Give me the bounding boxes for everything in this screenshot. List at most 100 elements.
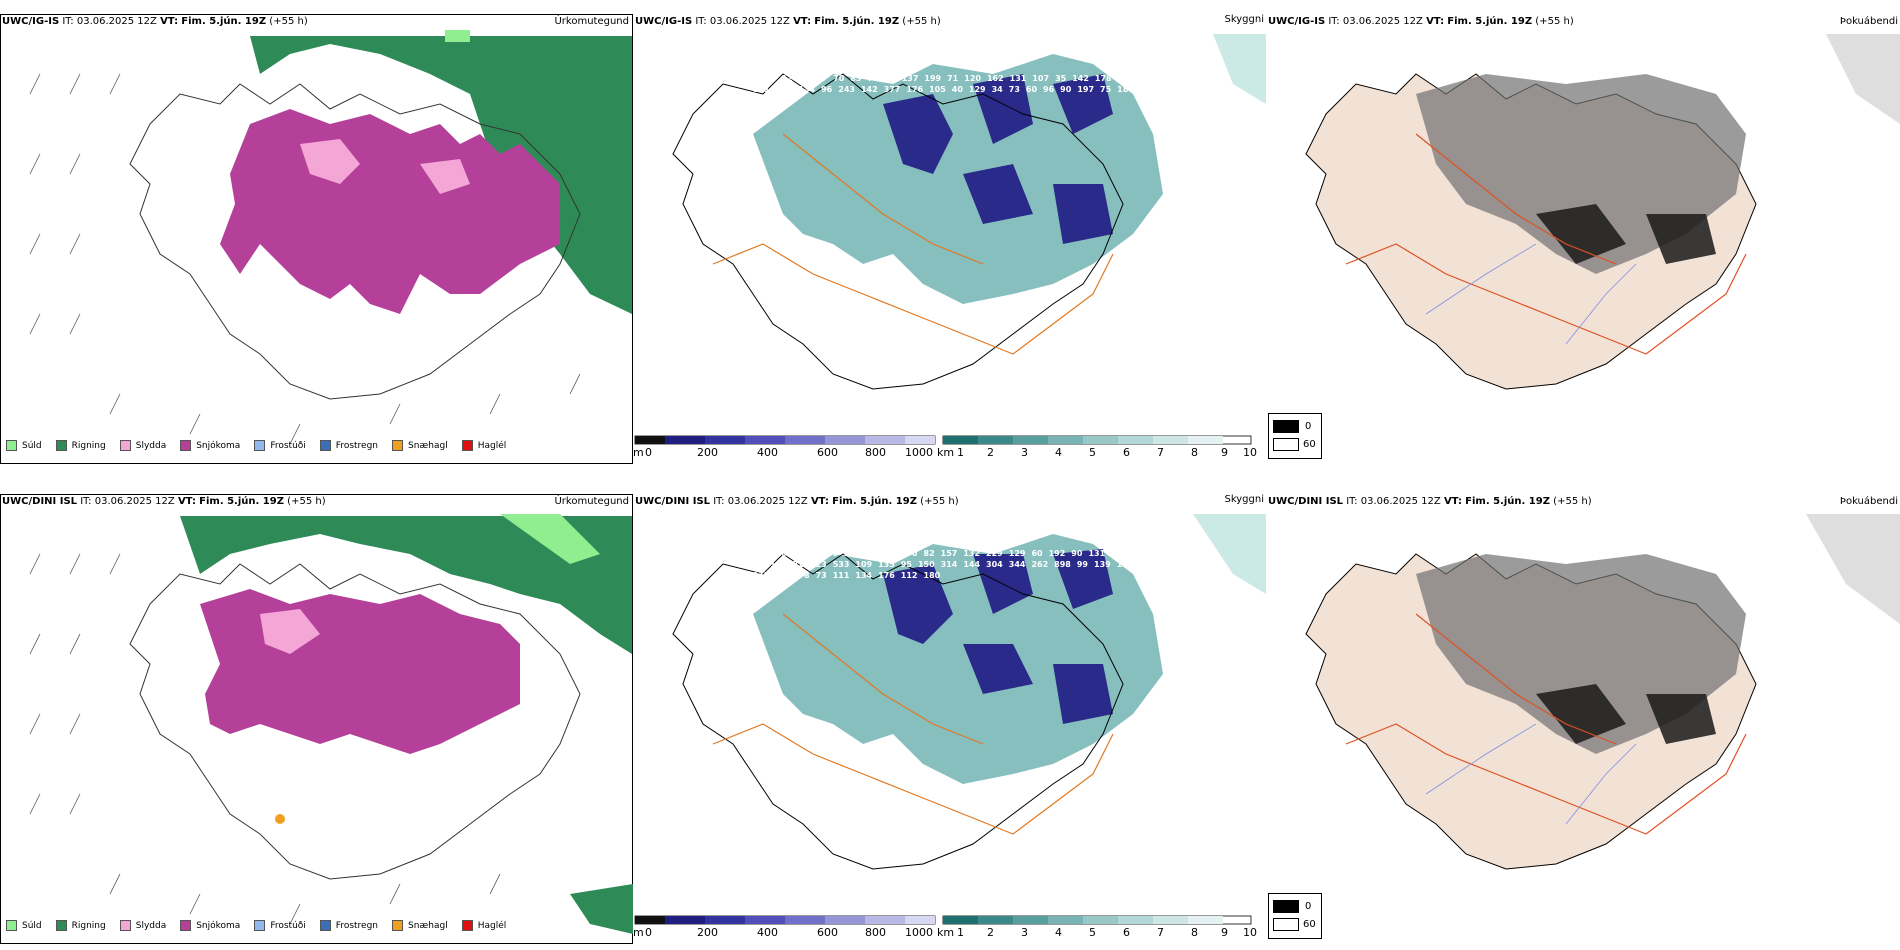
lead-time: (+55 h) bbox=[269, 16, 308, 27]
vis-label: 197 bbox=[1077, 85, 1095, 94]
vis-label: 71 bbox=[947, 74, 959, 83]
tick: 5 bbox=[1089, 446, 1096, 459]
precip-type-panel-2: UWC/DINI ISL IT: 03.06.2025 12Z VT: Fim.… bbox=[0, 494, 633, 944]
tick: 7 bbox=[1157, 926, 1164, 939]
roads bbox=[1345, 133, 1747, 355]
vis-label: 135 bbox=[878, 560, 895, 569]
visibility-map bbox=[672, 34, 1266, 390]
fog-swatch-dark bbox=[1273, 900, 1299, 913]
model-name: UWC/IG-IS bbox=[1268, 16, 1326, 27]
lead-time: (+55 h) bbox=[1535, 16, 1574, 27]
vis-label: 192 bbox=[1048, 549, 1066, 558]
legend-item: Frostregn bbox=[319, 920, 378, 931]
vis-label: 79 bbox=[867, 74, 879, 83]
dense-fog bbox=[1536, 684, 1716, 744]
legend-swatch bbox=[180, 920, 192, 931]
coastline bbox=[672, 73, 1124, 390]
dense-fog bbox=[1536, 204, 1716, 264]
vis-label: 139 bbox=[1094, 560, 1111, 569]
tick: 200 bbox=[697, 926, 718, 939]
vis-label: 162 bbox=[986, 74, 1004, 83]
legend-label: Snæhagl bbox=[408, 920, 448, 931]
vis-label: 142 bbox=[1072, 74, 1089, 83]
panel-header: UWC/DINI ISL IT: 03.06.2025 12Z VT: Fim.… bbox=[1268, 496, 1592, 508]
init-time: IT: 03.06.2025 12Z bbox=[1328, 16, 1423, 27]
fog-swatch-dark bbox=[1273, 420, 1299, 433]
legend-label: Haglél bbox=[477, 440, 507, 451]
vis-label: 377 bbox=[883, 85, 901, 94]
panel-header: UWC/IG-IS IT: 03.06.2025 12Z VT: Fim. 5.… bbox=[1268, 16, 1574, 28]
vis-unit-m: m bbox=[633, 926, 644, 939]
legend-swatch bbox=[6, 440, 17, 451]
model-name: UWC/IG-IS bbox=[635, 16, 693, 27]
vis-label: 105 bbox=[929, 85, 946, 94]
legend-swatch bbox=[392, 920, 404, 931]
vt-label: VT: bbox=[1443, 496, 1462, 507]
vis-label: 142 bbox=[860, 85, 878, 94]
ice-pellet-patch bbox=[275, 814, 285, 824]
init-time: IT: 03.06.2025 12Z bbox=[80, 496, 175, 507]
vis-label: 83 bbox=[1139, 85, 1151, 94]
tick: 1000 bbox=[905, 446, 933, 459]
lead-time: (+55 h) bbox=[1553, 496, 1592, 507]
vis-label: 78 bbox=[798, 571, 810, 580]
vis-label: 105 bbox=[1111, 549, 1128, 558]
vis-label: 344 bbox=[1008, 560, 1026, 569]
fog-map bbox=[1305, 34, 1900, 390]
vis-label: 129 bbox=[1008, 549, 1026, 558]
model-name: UWC/DINI ISL bbox=[635, 496, 711, 507]
vis-label: 192 bbox=[1140, 74, 1158, 83]
vis-label: 101 bbox=[775, 549, 793, 558]
fog-tick: 0 bbox=[1305, 421, 1312, 432]
legend-swatch bbox=[55, 440, 67, 451]
model-name: UWC/DINI ISL bbox=[1268, 496, 1344, 507]
vis-label: 111 bbox=[832, 571, 850, 580]
vis-label: 157 bbox=[940, 549, 958, 558]
vis-label: 202 bbox=[1117, 74, 1135, 83]
vis-label: 533 bbox=[832, 560, 850, 569]
vis-label: 213 bbox=[809, 560, 827, 569]
vis-label: 131 bbox=[1088, 549, 1106, 558]
legend-swatch bbox=[180, 440, 192, 451]
vis-label: 72 bbox=[792, 560, 804, 569]
fog-map bbox=[1305, 514, 1900, 870]
tick: 4 bbox=[1055, 926, 1062, 939]
visibility-labels: 31 2 12 69 77 70 83 79 61 137 199 71 120… bbox=[753, 74, 1173, 314]
vis-label: 117 bbox=[753, 571, 770, 580]
vis-label: 112 bbox=[900, 571, 918, 580]
vis-label: 66 bbox=[770, 96, 782, 105]
vis-label: 73 bbox=[815, 571, 827, 580]
tick: 1000 bbox=[905, 926, 933, 939]
vis-label: 129 bbox=[968, 85, 986, 94]
legend-swatch bbox=[6, 920, 17, 931]
precip-legend: Súld Rigning Slydda Snjókoma Frostúði Fr… bbox=[6, 440, 520, 451]
drizzle-strip bbox=[445, 30, 470, 42]
precip-type-map bbox=[29, 30, 632, 445]
vis-label: 260 bbox=[1150, 549, 1168, 558]
vis-label: 2 bbox=[770, 74, 776, 83]
tick: 0 bbox=[645, 446, 652, 459]
legend-swatch bbox=[119, 440, 131, 451]
legend-swatch bbox=[254, 440, 266, 451]
visibility-colorbar bbox=[634, 435, 1252, 445]
coastline bbox=[129, 563, 581, 880]
panel-title: Þokuábendi bbox=[1839, 16, 1898, 27]
model-name: UWC/IG-IS bbox=[2, 16, 60, 27]
tick: 9 bbox=[1221, 446, 1228, 459]
wind-barbs bbox=[29, 553, 501, 925]
legend-label: Rigning bbox=[71, 440, 106, 451]
rain-area bbox=[250, 36, 632, 314]
tick: 1 bbox=[957, 926, 964, 939]
vis-label: 898 bbox=[1054, 560, 1071, 569]
fog-legend: 0 60 bbox=[1268, 413, 1322, 459]
map-frame bbox=[0, 14, 633, 464]
tick: 8 bbox=[1191, 446, 1198, 459]
fog-tick: 60 bbox=[1303, 439, 1316, 450]
legend-swatch bbox=[319, 440, 331, 451]
tick: 2 bbox=[987, 926, 994, 939]
vis-label: 31 bbox=[753, 74, 765, 83]
panel-header: UWC/DINI ISL IT: 03.06.2025 12Z VT: Fim.… bbox=[635, 496, 959, 508]
tick: 6 bbox=[1123, 446, 1130, 459]
valid-time: Fim. 5.jún. 19Z bbox=[1447, 16, 1533, 27]
tick: 7 bbox=[1157, 446, 1164, 459]
